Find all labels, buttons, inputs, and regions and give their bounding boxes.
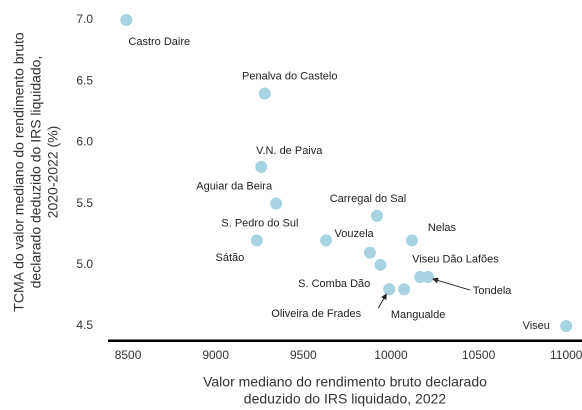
y-tick-label: 6.5: [76, 73, 93, 87]
point: [560, 320, 573, 333]
point: [370, 209, 383, 222]
point: [363, 246, 376, 259]
x-tick-label: 10000: [374, 348, 408, 362]
point-label: Nelas: [428, 222, 457, 234]
point-label: Aguiar da Beira: [196, 181, 273, 193]
x-tick-label: 9000: [202, 348, 229, 362]
point: [258, 87, 271, 100]
x-tick-label: 8500: [115, 348, 142, 362]
point-label: S. Comba Dão: [298, 278, 370, 290]
point-label: Vouzela: [335, 228, 375, 240]
point-label: V.N. de Paiva: [256, 145, 323, 157]
point-label: Oliveira de Frades: [271, 308, 361, 320]
point: [320, 234, 333, 247]
point-label: Viseu: [523, 320, 550, 332]
y-tick-label: 7.0: [76, 12, 93, 26]
y-axis-title: 2020-2022 (%): [45, 126, 61, 219]
point: [250, 234, 263, 247]
point-label: Viseu Dão Lafões: [412, 254, 499, 266]
point-label: Sátão: [215, 252, 244, 264]
y-tick-label: 5.0: [76, 257, 93, 271]
x-tick-label: 10500: [462, 348, 496, 362]
point: [255, 160, 268, 173]
x-axis-title: deduzido do IRS liquidado, 2022: [244, 391, 447, 407]
point: [405, 234, 418, 247]
x-tick-label: 9500: [290, 348, 317, 362]
label-arrow: [432, 277, 471, 291]
point: [270, 197, 283, 210]
x-axis-title: Valor mediano do rendimento bruto declar…: [203, 374, 487, 390]
point-label: S. Pedro do Sul: [221, 217, 298, 229]
y-tick-label: 4.5: [76, 318, 93, 332]
point: [374, 258, 387, 271]
label-arrow: [377, 293, 387, 309]
x-tick-label: 11000: [550, 348, 582, 362]
point: [422, 271, 435, 284]
point-label: Mangualde: [391, 309, 445, 321]
point-label: Tondela: [473, 285, 512, 297]
point-label: Castro Daire: [128, 36, 190, 48]
point-label: Carregal do Sal: [330, 193, 406, 205]
point: [398, 283, 411, 296]
y-tick-label: 6.0: [76, 135, 93, 149]
y-axis-title: TCMA do valor mediano do rendimento brut…: [11, 32, 27, 312]
y-tick-label: 5.5: [76, 196, 93, 210]
y-axis-title: declarado deduzido do IRS liquidado,: [28, 56, 44, 289]
point: [383, 283, 396, 296]
point-label: Penalva do Castelo: [242, 70, 337, 82]
point: [120, 14, 133, 27]
